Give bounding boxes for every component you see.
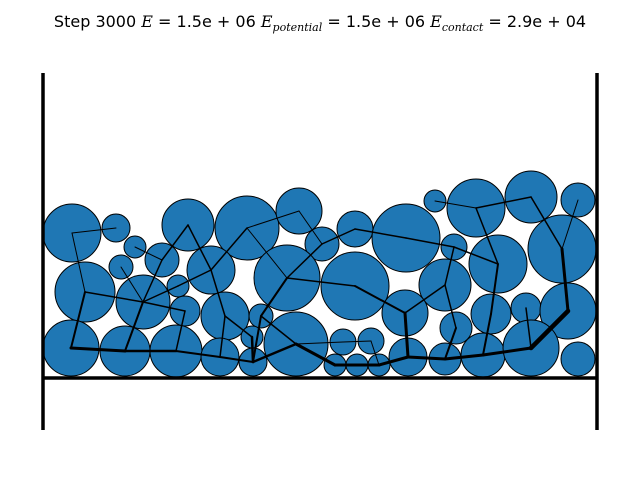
force-chain-segment: [405, 237, 455, 248]
force-chain-segment: [453, 246, 499, 265]
force-chain-segment: [490, 263, 499, 315]
force-chain-segment: [298, 210, 323, 245]
force-chain-segment: [210, 227, 248, 271]
force-chain-segment: [71, 232, 86, 293]
force-chain-segment: [70, 291, 86, 349]
force-chain-segment: [175, 310, 186, 352]
force-chain-segment: [560, 247, 570, 313]
contact-subscript: contact: [441, 21, 484, 35]
potential-subscript: potential: [272, 21, 323, 35]
force-chain-segment: [444, 327, 457, 360]
energy-symbol: E: [141, 12, 153, 31]
force-chain-segment: [142, 285, 179, 303]
force-chain-segment: [224, 315, 253, 338]
force-chain-segment: [177, 269, 212, 287]
force-chain-segment: [219, 356, 254, 363]
force-chain-segment: [475, 196, 532, 209]
force-chain-segment: [481, 346, 533, 357]
force-chain-segment: [354, 228, 407, 239]
force-chain-segment: [246, 210, 300, 229]
force-chain-segment: [482, 313, 492, 356]
force-chain-segment: [142, 259, 163, 303]
force-chain-segment: [475, 207, 499, 265]
force-chain-segment: [260, 277, 288, 317]
force-chain-segment: [161, 224, 189, 261]
force-chain-segment: [71, 227, 117, 234]
force-chain-segment: [443, 353, 485, 361]
force-chain-segment: [321, 228, 356, 245]
force-chain-segment: [286, 277, 356, 287]
force-chain-segment: [377, 355, 410, 367]
force-chain-segment: [354, 285, 406, 314]
force-chain-segment: [124, 301, 144, 352]
potential-energy-value: = 1.5e + 06: [327, 12, 426, 31]
potential-energy-symbol: E: [260, 12, 273, 31]
force-chain-segment: [219, 315, 226, 358]
force-chain-segment: [294, 342, 337, 367]
force-chain-segment: [444, 284, 457, 329]
force-chain-segment: [286, 243, 323, 279]
force-chain-segment: [252, 315, 262, 363]
force-chain-segment: [295, 341, 344, 345]
energy-value: = 1.5e + 06: [158, 12, 256, 31]
force-chain-segment: [175, 350, 221, 358]
plot-title: Step 3000 E = 1.5e + 06 Epotential = 1.5…: [0, 12, 640, 34]
force-chain-segment: [528, 308, 571, 351]
force-chain-segment: [403, 311, 410, 359]
force-chain-segment: [525, 307, 532, 349]
force-chain-segment: [444, 246, 455, 286]
step-label: Step 3000: [53, 12, 137, 31]
force-chain-segment: [404, 284, 446, 314]
force-chain-segment: [406, 355, 447, 361]
force-chain-segment: [134, 246, 163, 261]
force-chain-segment: [246, 227, 288, 279]
contact-energy-symbol: E: [430, 12, 442, 31]
walls-layer: [41, 73, 599, 430]
force-chain-segment: [84, 291, 144, 303]
force-chains-layer: [69, 196, 579, 367]
force-chain-segment: [434, 200, 477, 209]
force-chain-segment: [370, 340, 380, 366]
force-chain-segment: [260, 315, 297, 345]
force-chain-segment: [69, 346, 127, 353]
force-chain-segment: [187, 224, 212, 271]
particle: [560, 341, 596, 377]
force-chain-segment: [530, 196, 563, 250]
force-chain-segment: [561, 199, 579, 250]
contact-energy-value: = 2.9e + 04: [488, 12, 587, 31]
force-chain-segment: [142, 301, 186, 312]
force-chain-segment: [342, 340, 372, 343]
force-chain-segment: [251, 342, 298, 364]
force-chain-segment: [210, 269, 226, 317]
force-chain-segment: [120, 266, 144, 303]
